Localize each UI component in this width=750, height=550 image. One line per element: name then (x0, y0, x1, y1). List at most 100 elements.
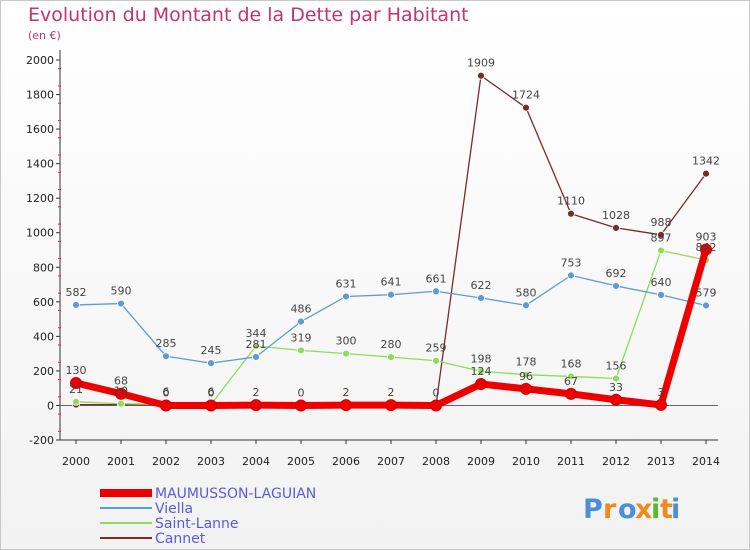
series-point (295, 399, 307, 412)
y-tick-label: 1200 (26, 192, 54, 205)
y-tick-label: 200 (33, 365, 54, 378)
x-tick-label: 2010 (512, 455, 540, 468)
data-label: 6 (163, 385, 170, 398)
data-label: 67 (564, 375, 578, 388)
data-label: 198 (471, 352, 492, 365)
logo-letter: x (635, 494, 652, 525)
y-tick-label: 1000 (26, 227, 54, 240)
series-point (612, 223, 620, 232)
series-point (612, 374, 620, 383)
data-label: 590 (111, 285, 132, 298)
data-label: 988 (651, 216, 672, 229)
data-label: 1028 (602, 209, 630, 222)
data-label: 897 (651, 232, 672, 245)
data-label: 2 (388, 386, 395, 399)
series-point (297, 346, 305, 355)
series-point (297, 317, 305, 326)
data-label: 33 (609, 381, 623, 394)
data-label: 1110 (557, 195, 585, 208)
series-point (432, 287, 440, 296)
series-point (72, 301, 80, 309)
series-point (342, 292, 350, 301)
y-tick-label: 2000 (26, 54, 54, 67)
series-point (252, 353, 260, 361)
data-label: 0 (163, 386, 170, 399)
data-label: 124 (471, 365, 492, 378)
x-tick-label: 2001 (107, 455, 135, 468)
data-label: 2 (343, 386, 350, 399)
data-label: 486 (291, 303, 312, 316)
x-tick-label: 2007 (377, 455, 405, 468)
series-point (567, 271, 575, 280)
series-point (565, 387, 577, 400)
data-label: 96 (519, 370, 533, 383)
data-label: 631 (336, 277, 357, 290)
series-point (115, 387, 127, 400)
series-point (567, 209, 575, 218)
x-tick-label: 2000 (62, 455, 90, 468)
x-tick-label: 2011 (557, 455, 585, 468)
data-label: 641 (381, 276, 402, 289)
data-label: 245 (201, 344, 222, 357)
data-label: 319 (291, 331, 312, 344)
data-label: 661 (426, 272, 447, 285)
data-label: 0 (433, 386, 440, 399)
logo-letter: i (671, 494, 680, 525)
y-tick-label: 400 (33, 330, 54, 343)
data-label: 178 (516, 356, 537, 369)
data-label: 692 (606, 267, 627, 280)
legend-label: Cannet (155, 531, 206, 547)
series-point (387, 353, 395, 361)
chart-subtitle: (en €) (28, 29, 61, 42)
series-point (700, 243, 712, 256)
data-label: 0 (208, 386, 215, 399)
data-label: 281 (246, 338, 267, 351)
y-tick-label: 0 (47, 399, 54, 412)
chart-title: Evolution du Montant de la Dette par Hab… (28, 4, 469, 26)
series-point (702, 169, 710, 178)
series-point (205, 399, 217, 412)
series-point (342, 349, 350, 358)
data-label: 259 (426, 342, 447, 355)
series-point (430, 399, 442, 412)
series-point (610, 393, 622, 406)
x-tick-label: 2009 (467, 455, 495, 468)
data-label: 579 (696, 286, 717, 299)
data-label: 10 (114, 385, 128, 398)
data-label: 300 (336, 335, 357, 348)
series-point (387, 290, 395, 299)
data-label: 156 (606, 360, 627, 373)
logo-letter: t (660, 494, 673, 525)
data-label: 0 (298, 386, 305, 399)
series-point (655, 398, 667, 411)
data-label: 3 (658, 386, 665, 399)
series-point (520, 382, 532, 395)
logo-letter: r (603, 494, 617, 525)
series-point (117, 299, 125, 308)
logo-letter: P (583, 494, 603, 525)
series-point (432, 356, 440, 365)
series-point (385, 399, 397, 412)
series-point (702, 301, 710, 310)
data-label: 280 (381, 338, 402, 351)
series-point (160, 399, 172, 412)
x-tick-label: 2005 (287, 455, 315, 468)
series-point (657, 291, 665, 299)
x-tick-label: 2006 (332, 455, 360, 468)
legend-label: MAUMUSSON-LAGUIAN (155, 486, 316, 502)
legend-label: Saint-Lanne (155, 516, 239, 532)
series-point (657, 230, 665, 239)
data-label: 285 (156, 337, 177, 350)
series-point (522, 370, 530, 379)
data-label: 68 (114, 375, 128, 388)
data-label: 1724 (512, 89, 540, 102)
logo-letter: o (618, 494, 637, 525)
x-tick-label: 2012 (602, 455, 630, 468)
series-point (477, 294, 485, 302)
data-label: 1342 (692, 155, 720, 168)
legend-label: Viella (155, 501, 193, 517)
